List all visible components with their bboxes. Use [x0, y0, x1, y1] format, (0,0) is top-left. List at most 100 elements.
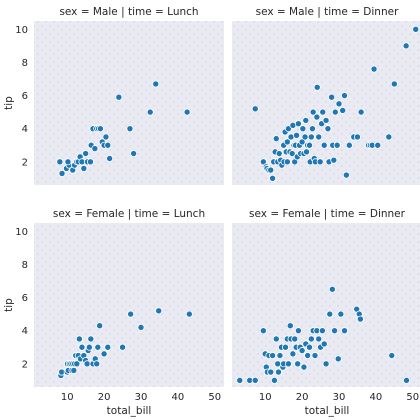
- data-point: [70, 366, 78, 374]
- data-point: [294, 120, 302, 128]
- data-point: [85, 343, 93, 351]
- data-point: [281, 343, 289, 351]
- data-point: [294, 360, 302, 368]
- data-point: [322, 360, 330, 368]
- data-point: [283, 158, 291, 166]
- data-point: [316, 158, 324, 166]
- panel-title: sex = Male | time = Lunch: [59, 6, 198, 18]
- data-point: [345, 141, 353, 149]
- data-point: [155, 307, 163, 315]
- data-point: [412, 25, 420, 33]
- data-point: [80, 164, 88, 172]
- facet-panel-1: sex = Male | time = Lunch 2 4 6 8 10 tip: [3, 6, 224, 185]
- data-point: [183, 108, 191, 116]
- y-tick-label: 2: [22, 157, 28, 168]
- data-point: [305, 141, 313, 149]
- data-point: [272, 135, 280, 143]
- data-point: [390, 80, 398, 88]
- data-point: [87, 335, 95, 343]
- data-point: [334, 355, 342, 363]
- data-point: [272, 335, 280, 343]
- data-point: [58, 169, 66, 177]
- data-point: [82, 150, 90, 158]
- data-point: [102, 133, 110, 141]
- data-point: [370, 65, 378, 73]
- data-point: [353, 133, 361, 141]
- data-point: [96, 125, 104, 133]
- y-axis-label: tip: [3, 298, 15, 312]
- data-point: [270, 376, 278, 384]
- y-tick-label: 8: [22, 260, 28, 271]
- x-tick-label: 20: [296, 392, 309, 403]
- data-point: [83, 360, 91, 368]
- data-point: [86, 158, 94, 166]
- data-point: [294, 327, 302, 335]
- data-point: [267, 368, 275, 376]
- data-point: [315, 133, 323, 141]
- data-point: [313, 113, 321, 121]
- data-point: [335, 100, 343, 108]
- data-point: [152, 80, 160, 88]
- data-point: [104, 141, 112, 149]
- x-tick-label: 10: [61, 392, 74, 403]
- x-tick-label: 30: [333, 392, 346, 403]
- data-point: [324, 125, 332, 133]
- data-point: [93, 360, 101, 368]
- data-point: [320, 340, 328, 348]
- panel-title: sex = Male | time = Dinner: [256, 6, 399, 18]
- y-tick-label: 10: [15, 25, 28, 36]
- data-point: [308, 125, 316, 133]
- data-point: [106, 154, 114, 162]
- y-tick-label: 6: [22, 293, 28, 304]
- data-point: [374, 141, 382, 149]
- data-point: [326, 310, 334, 318]
- data-point: [356, 315, 364, 323]
- data-point: [284, 360, 292, 368]
- data-point: [137, 323, 145, 331]
- data-point: [259, 327, 267, 335]
- data-point: [146, 108, 154, 116]
- data-point: [313, 83, 321, 91]
- data-point: [56, 158, 64, 166]
- x-tick-label: 50: [208, 392, 221, 403]
- data-point: [293, 131, 301, 139]
- y-axis-label: tip: [3, 96, 15, 110]
- data-point: [78, 343, 86, 351]
- panel-dot-grid: [34, 223, 224, 387]
- data-point: [96, 322, 104, 330]
- data-point: [339, 106, 347, 114]
- data-point: [309, 108, 317, 116]
- data-point: [269, 352, 277, 360]
- data-point: [322, 116, 330, 124]
- data-point: [331, 327, 339, 335]
- data-point: [251, 105, 259, 113]
- data-point: [402, 42, 410, 50]
- y-tick-label: 6: [22, 91, 28, 102]
- data-point: [388, 352, 396, 360]
- panel-dot-grid: [232, 21, 420, 185]
- x-tick-label: 10: [259, 392, 272, 403]
- data-point: [286, 322, 294, 330]
- x-tick-label: 40: [172, 392, 185, 403]
- data-point: [318, 327, 326, 335]
- data-point: [304, 352, 312, 360]
- data-point: [73, 360, 81, 368]
- data-point: [328, 285, 336, 293]
- y-tick-label: 4: [22, 326, 28, 337]
- data-point: [328, 93, 336, 101]
- data-point: [307, 335, 315, 343]
- x-tick-label: 40: [370, 392, 383, 403]
- data-point: [274, 368, 282, 376]
- x-tick-label: 30: [135, 392, 148, 403]
- data-point: [289, 350, 297, 358]
- data-point: [291, 335, 299, 343]
- data-point: [385, 133, 393, 141]
- data-point: [320, 141, 328, 149]
- data-point: [307, 133, 315, 141]
- data-point: [298, 347, 306, 355]
- data-point: [91, 145, 99, 153]
- data-point: [311, 352, 319, 360]
- facet-panel-4: sex = Female | time = Dinner 10 20 30 40 50 to…: [232, 208, 420, 417]
- panel-title: sex = Female | time = Dinner: [249, 208, 406, 220]
